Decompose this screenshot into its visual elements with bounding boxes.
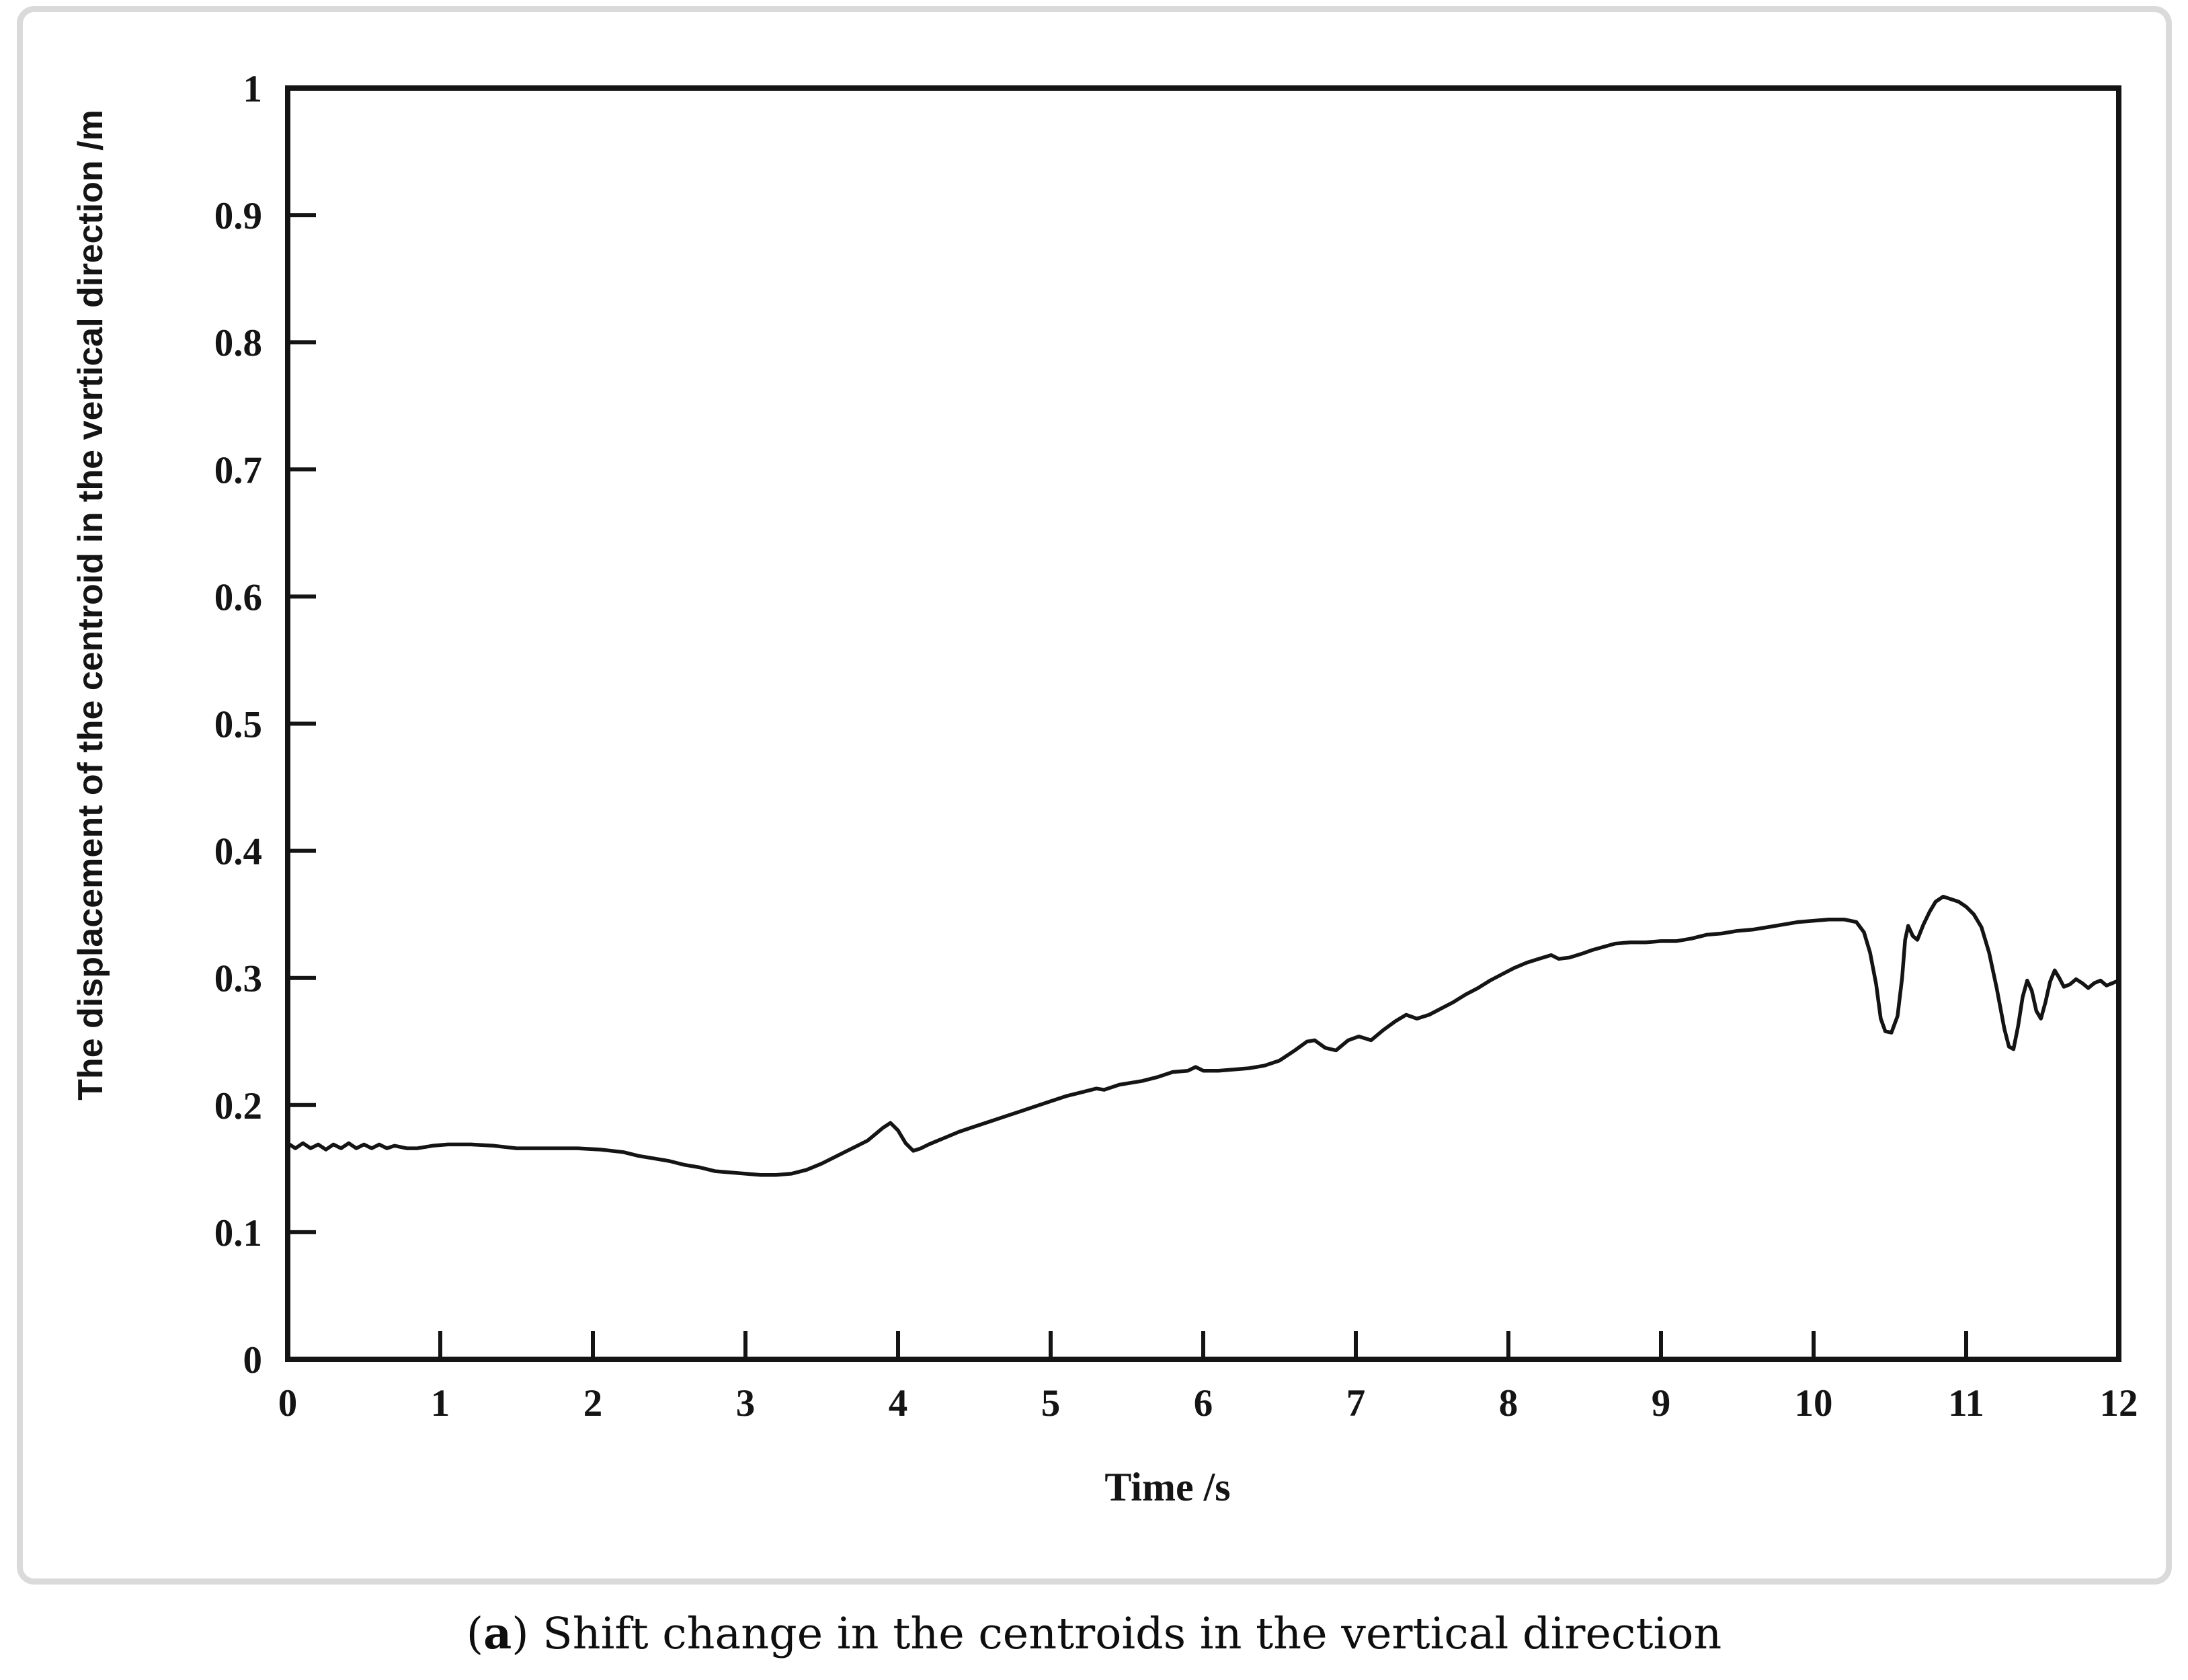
y-tick-label: 0.4 <box>214 831 262 873</box>
y-tick-label: 0.9 <box>214 195 262 237</box>
x-tick-label: 5 <box>1041 1382 1061 1425</box>
x-tick-label: 1 <box>431 1382 450 1425</box>
x-tick-label: 12 <box>2100 1382 2138 1425</box>
y-tick-label: 0.2 <box>214 1085 262 1127</box>
x-tick-label: 10 <box>1795 1382 1833 1425</box>
x-tick-label: 9 <box>1652 1382 1671 1425</box>
caption-label-letter: a <box>483 1608 512 1659</box>
y-tick-label: 1 <box>243 68 263 110</box>
x-axis-title: Time /s <box>1104 1465 1230 1509</box>
x-tick-label: 3 <box>736 1382 756 1425</box>
x-tick-label: 8 <box>1499 1382 1518 1425</box>
x-tick-label: 6 <box>1194 1382 1213 1425</box>
y-tick-label: 0 <box>243 1339 263 1382</box>
y-axis-ticks: 0 0.1 0.2 0.3 0.4 0.5 0.6 0.7 0.8 0.9 1 <box>214 68 316 1382</box>
caption-paren-open: ( <box>466 1609 484 1659</box>
figure-caption: (a) Shift change in the centroids in the… <box>0 1597 2188 1671</box>
y-tick-label: 0.5 <box>214 703 262 746</box>
y-axis-title: The displacement of the centroid in the … <box>71 110 110 1101</box>
plot-area <box>285 85 2121 1362</box>
data-line-centroid-displacement <box>286 894 2121 1177</box>
y-tick-label: 0.8 <box>214 322 262 364</box>
figure-border <box>17 6 2172 1585</box>
x-tick-label: 11 <box>1948 1382 1984 1425</box>
x-tick-label: 2 <box>583 1382 603 1425</box>
x-tick-label: 0 <box>278 1382 298 1425</box>
y-tick-label: 0.3 <box>214 958 262 1000</box>
x-tick-label: 4 <box>889 1382 908 1425</box>
y-tick-label: 0.7 <box>214 449 262 491</box>
y-tick-label: 0.1 <box>214 1212 262 1254</box>
caption-text: ) Shift change in the centroids in the v… <box>512 1609 1722 1659</box>
y-tick-label: 0.6 <box>214 576 262 618</box>
x-axis-ticks: 0 1 2 3 4 5 6 7 8 9 10 11 12 <box>278 1331 2138 1425</box>
x-tick-label: 7 <box>1346 1382 1366 1425</box>
